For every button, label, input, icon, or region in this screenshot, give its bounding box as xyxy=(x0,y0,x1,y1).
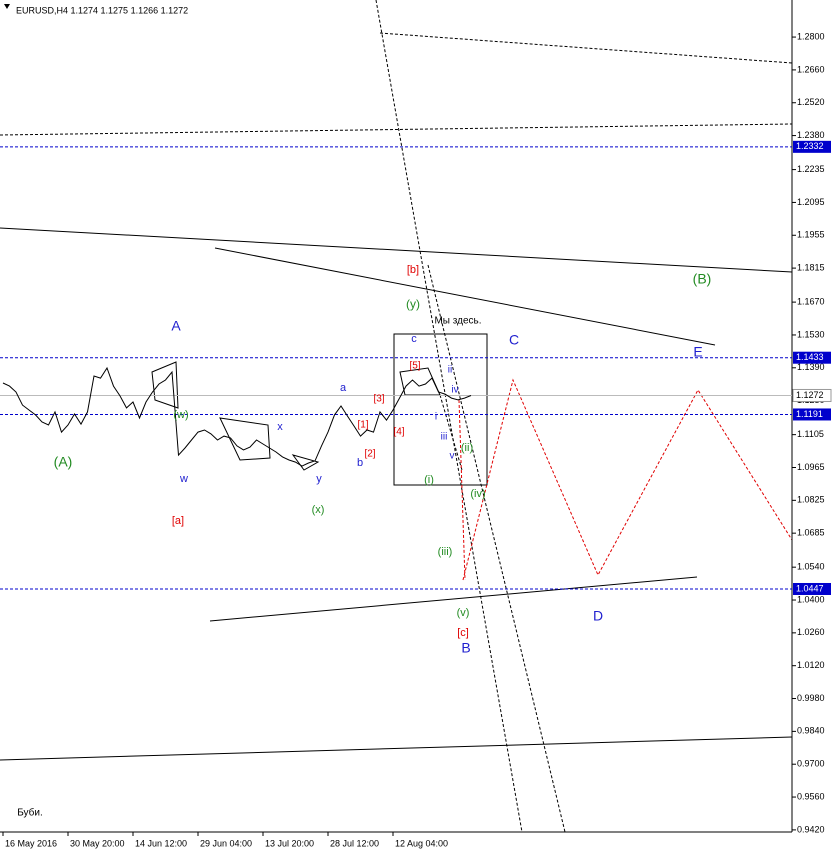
wave-label: (v) xyxy=(457,607,470,619)
x-tick-label: 13 Jul 20:00 xyxy=(265,838,314,848)
x-tick-label: 16 May 2016 xyxy=(5,838,57,848)
channel-line xyxy=(379,32,793,64)
chart-title: EURUSD,H4 1.1274 1.1275 1.1266 1.1272 xyxy=(16,5,188,15)
price-level-box xyxy=(793,408,831,421)
y-tick-label: 1.2095 xyxy=(797,197,825,207)
x-tick-label: 30 May 20:00 xyxy=(70,838,125,848)
y-tick-label: 1.0540 xyxy=(797,562,825,572)
wave-label: (x) xyxy=(312,504,325,516)
wave-label: [3] xyxy=(373,394,384,405)
trend-line xyxy=(427,264,566,833)
price-level-label: 1.0447 xyxy=(796,583,824,593)
last-price-label: 1.1272 xyxy=(796,390,824,400)
wave-label: D xyxy=(593,608,603,624)
wave-label: iv xyxy=(451,385,458,396)
wave-label: a xyxy=(340,382,347,394)
x-tick-label: 28 Jul 12:00 xyxy=(330,838,379,848)
y-tick-label: 1.1390 xyxy=(797,362,825,372)
wave-label: (i) xyxy=(424,474,434,486)
price-line xyxy=(2,366,472,467)
channel-line xyxy=(0,123,793,136)
y-tick-label: 0.9980 xyxy=(797,693,825,703)
y-tick-label: 1.0965 xyxy=(797,462,825,472)
wave-label: [c] xyxy=(457,627,469,639)
y-tick-label: 1.0120 xyxy=(797,660,825,670)
wave-label: B xyxy=(461,640,470,656)
wave-label: (iv) xyxy=(470,488,485,500)
channel-line xyxy=(0,736,793,761)
menu-arrow[interactable] xyxy=(4,4,10,9)
wave-label: (B) xyxy=(693,271,712,287)
x-tick-label: 12 Aug 04:00 xyxy=(395,838,448,848)
price-level-label: 1.1433 xyxy=(796,352,824,362)
x-tick-label: 29 Jun 04:00 xyxy=(200,838,252,848)
y-tick-label: 1.0825 xyxy=(797,495,825,505)
wave-label: [1] xyxy=(357,420,368,431)
wave-label: c xyxy=(411,333,417,345)
projection xyxy=(458,399,466,581)
wave-label: i xyxy=(435,412,437,423)
y-tick-label: 1.1670 xyxy=(797,296,825,306)
wave-label: ii xyxy=(448,365,452,376)
trend-line xyxy=(439,394,463,471)
channel-line xyxy=(0,227,793,273)
trend-line xyxy=(375,0,523,833)
wave-label: (w) xyxy=(173,409,188,421)
y-tick-label: 0.9700 xyxy=(797,759,825,769)
highlight-box xyxy=(393,333,488,486)
y-tick-label: 1.2660 xyxy=(797,64,825,74)
wave-label: Мы здесь. xyxy=(434,316,481,327)
price-level-box xyxy=(793,140,831,153)
channel-line xyxy=(214,247,716,346)
wave-label: (iii) xyxy=(438,546,453,558)
wave-label: [b] xyxy=(407,264,419,276)
wave-label: [4] xyxy=(393,427,404,438)
wave-label: w xyxy=(179,473,188,485)
wave-label: iii xyxy=(441,432,448,443)
y-tick-label: 0.9420 xyxy=(797,824,825,834)
wave-label: x xyxy=(277,421,283,433)
price-level-box xyxy=(793,351,831,364)
y-tick-label: 0.9840 xyxy=(797,726,825,736)
wave-label: [5] xyxy=(409,361,420,372)
y-tick-label: 1.1815 xyxy=(797,262,825,272)
wave-label: C xyxy=(509,332,519,348)
y-tick-label: 1.2380 xyxy=(797,130,825,140)
wave-label: (A) xyxy=(54,454,73,470)
y-tick-label: 1.2520 xyxy=(797,97,825,107)
y-tick-label: 1.0685 xyxy=(797,528,825,538)
y-tick-label: 1.1955 xyxy=(797,230,825,240)
wave-label: (ii) xyxy=(461,442,473,454)
price-level-label: 1.2332 xyxy=(796,141,824,151)
x-tick-label: 14 Jun 12:00 xyxy=(135,838,187,848)
channel-line xyxy=(209,576,698,622)
y-tick-label: 1.1105 xyxy=(797,429,824,439)
pattern xyxy=(219,417,271,461)
y-tick-label: 1.2800 xyxy=(797,31,825,41)
y-tick-label: 0.9560 xyxy=(797,791,825,801)
wave-label: b xyxy=(357,457,363,469)
wave-label: v xyxy=(450,451,455,462)
y-tick-label: 1.0260 xyxy=(797,627,825,637)
wave-label: A xyxy=(171,318,181,334)
pattern xyxy=(291,454,320,471)
wave-label: E xyxy=(693,344,702,360)
wave-label: Буби. xyxy=(17,807,43,819)
last-price-box xyxy=(792,388,832,402)
price-level-label: 1.1191 xyxy=(796,409,823,419)
wave-label: [a] xyxy=(172,515,184,527)
wave-label: (y) xyxy=(406,297,420,311)
y-tick-label: 1.0400 xyxy=(797,594,825,604)
wave-label: [2] xyxy=(364,449,375,460)
wave-label: y xyxy=(316,473,322,485)
y-tick-label: 1.1530 xyxy=(797,329,825,339)
price-level-box xyxy=(793,582,831,595)
y-tick-label: 1.2235 xyxy=(797,164,825,174)
projection xyxy=(462,378,793,581)
